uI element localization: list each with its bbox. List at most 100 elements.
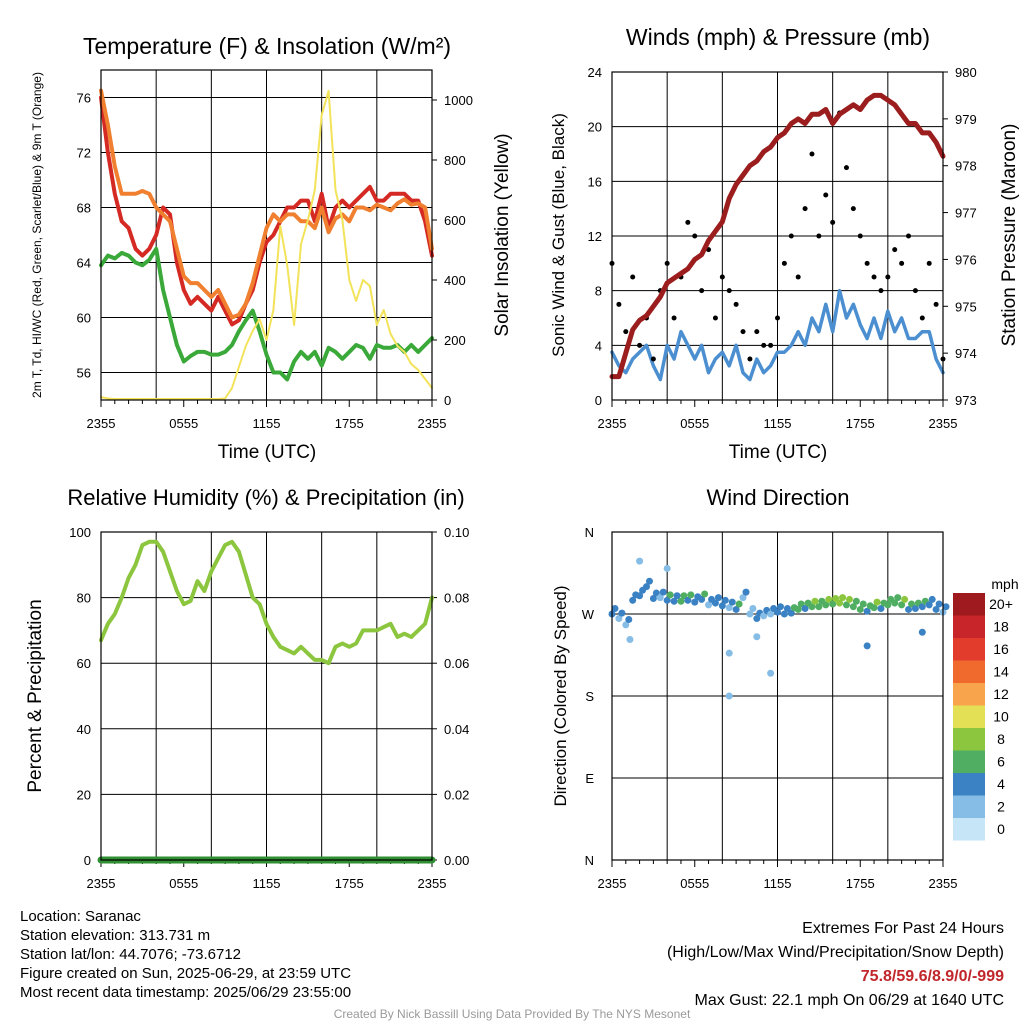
- humidity-rtick-label: 0.10: [444, 525, 469, 540]
- direction-ytick-label: N: [585, 525, 594, 540]
- humidity-ytick-label: 60: [77, 656, 91, 671]
- direction-point: [659, 588, 667, 596]
- direction-point: [739, 594, 747, 602]
- direction-point: [870, 604, 878, 612]
- temperature-rtick-label: 200: [444, 333, 466, 348]
- direction-ytick-label: N: [585, 853, 594, 868]
- temperature-rtick-label: 0: [444, 393, 451, 408]
- direction-legend-swatch: [953, 615, 985, 638]
- direction-point: [725, 604, 733, 612]
- direction-point: [684, 596, 692, 604]
- direction-point: [783, 605, 791, 613]
- direction-legend-swatch: [953, 795, 985, 818]
- station-info: Location: Saranac Station elevation: 313…: [20, 907, 351, 1002]
- direction-point: [839, 594, 847, 602]
- winds-gust-point: [775, 315, 780, 321]
- humidity-rtick-label: 0.00: [444, 853, 469, 868]
- temperature-xtick-label: 1155: [253, 416, 281, 431]
- winds-gust-point: [768, 342, 774, 348]
- temperature-series-solar-insolation: [100, 90, 433, 400]
- winds-plot-frame: [611, 71, 944, 401]
- direction-legend-label: 8: [997, 731, 1005, 747]
- direction-point: [801, 605, 809, 613]
- temperature-series-2m-t: [99, 95, 434, 327]
- temperature-xtick-label: 0555: [169, 416, 198, 431]
- direction-point: [618, 609, 626, 617]
- credit-line: Created By Nick Bassill Using Data Provi…: [333, 1007, 691, 1021]
- winds-gust-point: [733, 301, 739, 307]
- humidity-xtick-label: 2355: [418, 876, 447, 891]
- direction-legend-label: 12: [993, 686, 1009, 702]
- winds-gust-point: [830, 219, 836, 225]
- temperature-y-label: 2m T, Td, HI/WC (Red, Green, Scarlet/Blu…: [30, 72, 44, 398]
- direction-point: [753, 615, 761, 623]
- winds-gust-point: [788, 233, 794, 239]
- direction-point: [845, 595, 853, 603]
- direction-legend-swatch: [953, 593, 985, 616]
- winds-gust-point: [878, 288, 884, 294]
- temperature-ytick-label: 60: [77, 311, 91, 326]
- temperature-rtick-label: 600: [444, 213, 466, 228]
- winds-xtick-label: 2355: [598, 416, 627, 431]
- winds-gust-point: [809, 151, 815, 157]
- direction-point: [629, 596, 637, 604]
- winds-gust-point: [761, 342, 767, 348]
- figure-created: Figure created on Sun, 2025-06-29, at 23…: [20, 965, 352, 982]
- direction-xtick-label: 2355: [598, 876, 627, 891]
- direction-point: [687, 591, 695, 599]
- direction-point: [942, 603, 950, 611]
- direction-point: [901, 595, 909, 603]
- direction-point: [884, 601, 892, 609]
- direction-point: [725, 692, 733, 700]
- winds-gust-point: [747, 356, 753, 362]
- direction-legend-label: 18: [993, 619, 1009, 635]
- extremes-values: 75.8/59.6/8.9/0/-999: [860, 968, 1004, 985]
- winds-gust-point: [637, 342, 643, 348]
- direction-point: [774, 608, 781, 616]
- winds-gust-point: [650, 356, 656, 362]
- direction-point: [701, 590, 709, 598]
- direction-point: [918, 603, 926, 611]
- direction-point: [611, 605, 619, 613]
- direction-point: [705, 601, 713, 609]
- temperature-series-td: [99, 246, 434, 382]
- direction-point: [825, 595, 833, 603]
- direction-point: [615, 615, 623, 623]
- direction-point: [677, 597, 685, 605]
- direction-point: [822, 601, 830, 609]
- direction-point: [725, 649, 733, 657]
- winds-rtick-label: 979: [955, 112, 977, 127]
- direction-point: [842, 601, 850, 609]
- temperature-plot-frame: [100, 69, 433, 401]
- direction-legend-swatch: [953, 705, 985, 728]
- winds-right-label: Station Pressure (Maroon): [999, 124, 1020, 347]
- winds-rtick-label: 977: [955, 206, 977, 221]
- temperature-xtick-label: 1755: [335, 416, 364, 431]
- direction-point: [891, 599, 899, 607]
- direction-legend-swatch: [953, 773, 985, 796]
- direction-point: [808, 603, 816, 611]
- humidity-xtick-label: 1755: [335, 876, 364, 891]
- direction-legend-label: 6: [997, 754, 1005, 770]
- direction-plot-frame: [611, 531, 944, 861]
- winds-rtick-label: 974: [955, 346, 977, 361]
- direction-point: [932, 605, 940, 613]
- direction-xtick-label: 1155: [764, 876, 792, 891]
- winds-rtick-label: 980: [955, 65, 977, 80]
- winds-gust-point: [912, 288, 918, 294]
- winds-gust-point: [926, 260, 932, 266]
- winds-gust-point: [864, 260, 870, 266]
- direction-point: [863, 607, 871, 615]
- direction-point: [742, 588, 750, 596]
- direction-point: [898, 601, 906, 609]
- direction-xtick-label: 0555: [680, 876, 709, 891]
- winds-series-station-pressure: [609, 92, 946, 380]
- winds-gust-point: [685, 219, 691, 225]
- winds-gust-point: [623, 329, 629, 335]
- humidity-ytick-label: 0: [84, 853, 91, 868]
- direction-point: [636, 592, 644, 600]
- direction-point: [749, 605, 757, 613]
- humidity-plot-frame: [100, 531, 433, 861]
- recent-timestamp: Most recent data timestamp: 2025/06/29 2…: [20, 984, 352, 1001]
